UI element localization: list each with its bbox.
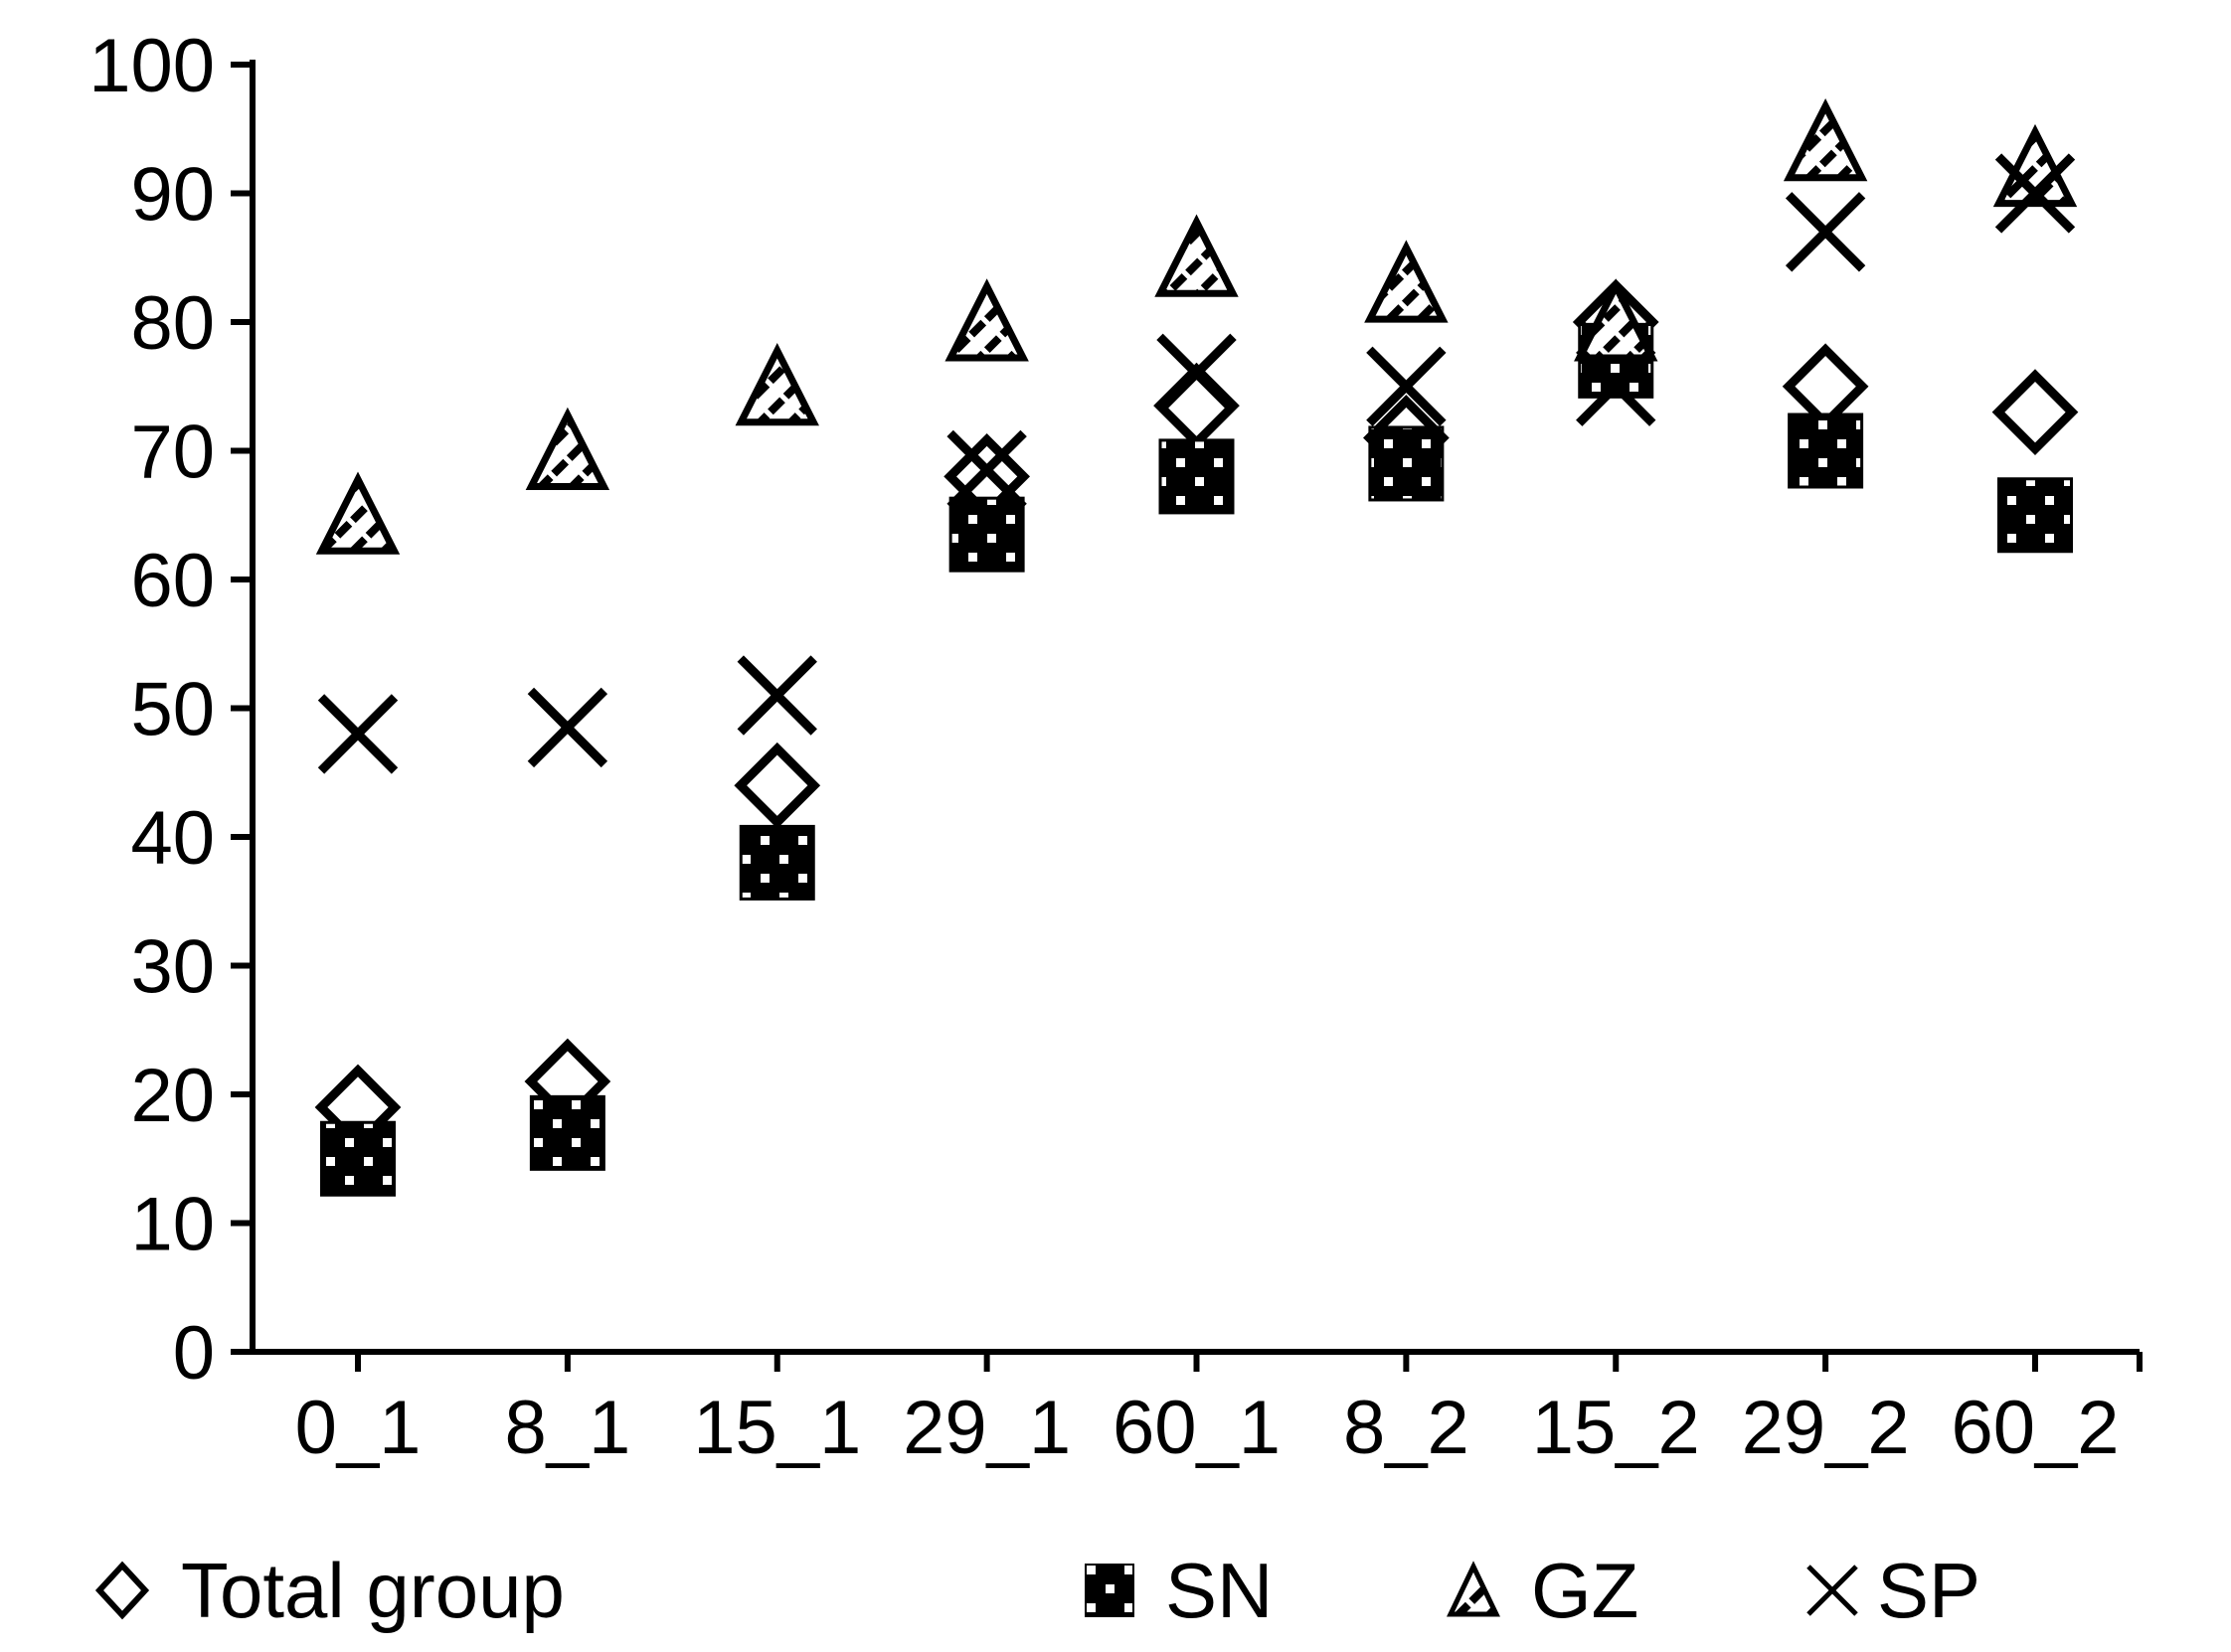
marker-gz (1364, 240, 1449, 323)
x-tick-label: 15_1 (693, 1386, 861, 1470)
legend-label-total-group: Total group (181, 1546, 565, 1634)
marker-sn (1788, 413, 1864, 489)
marker-sp (737, 655, 817, 736)
marker-total-group (1782, 343, 1869, 430)
legend-marker-dotted-square-icon (1085, 1564, 1134, 1617)
legend-label-sp: SP (1877, 1546, 1981, 1634)
y-tick-label: 90 (130, 153, 215, 238)
x-tick-label: 15_2 (1532, 1386, 1700, 1470)
y-tick-label: 80 (130, 281, 215, 366)
marker-sn (948, 496, 1025, 573)
legend-marker-hatched-triangle-icon (1447, 1561, 1500, 1617)
marker-sn (1997, 477, 2073, 554)
marker-sn (739, 824, 815, 901)
marker-sn (529, 1094, 605, 1171)
marker-gz (1783, 97, 1868, 182)
marker-total-group (1153, 362, 1240, 449)
legend-marker-diamond-icon (94, 1561, 150, 1620)
y-tick-label: 60 (130, 539, 215, 623)
legend-item-gz: GZ (1444, 1541, 1638, 1640)
marker-sp (1785, 192, 1866, 272)
marker-total-group (734, 742, 821, 829)
x-tick-label: 8_1 (504, 1386, 630, 1470)
y-tick-label: 20 (130, 1054, 215, 1138)
legend-item-sn: SN (1082, 1541, 1273, 1640)
marker-sp (946, 429, 1027, 511)
legend-label-sn: SN (1165, 1546, 1274, 1634)
marker-sp (317, 694, 399, 774)
marker-gz (735, 343, 819, 426)
x-tick-label: 29_1 (903, 1386, 1071, 1470)
y-tick-label: 40 (130, 796, 215, 881)
marker-sp (1994, 153, 2076, 234)
legend-label-gz: GZ (1531, 1546, 1639, 1634)
legend-item-sp: SP (1802, 1541, 1980, 1640)
marker-gz (944, 278, 1029, 362)
y-tick-label: 70 (130, 411, 215, 495)
y-tick-label: 100 (88, 24, 215, 108)
marker-sn (320, 1120, 396, 1197)
marker-gz (1154, 214, 1239, 297)
x-tick-label: 0_1 (295, 1386, 422, 1470)
y-tick-label: 50 (130, 668, 215, 752)
marker-sp (1366, 346, 1447, 426)
marker-sn (1368, 425, 1445, 502)
legend-marker-x-icon (1806, 1565, 1858, 1616)
legend-item-total-group: Total group (91, 1541, 565, 1640)
x-tick-label: 29_2 (1742, 1386, 1910, 1470)
marker-total-group (1991, 369, 2079, 456)
x-tick-label: 60_2 (1951, 1386, 2119, 1470)
x-tick-label: 8_2 (1343, 1386, 1469, 1470)
y-tick-label: 10 (130, 1183, 215, 1267)
marker-sp (1576, 346, 1656, 426)
marker-gz (315, 471, 401, 555)
y-tick-label: 0 (173, 1311, 215, 1396)
marker-sp (1156, 333, 1237, 413)
y-tick-label: 30 (130, 925, 215, 1010)
chart-legend: Total group SN GZ SP (0, 1541, 2231, 1650)
marker-gz (1992, 123, 2078, 208)
marker-sp (527, 687, 608, 768)
marker-gz (1574, 278, 1658, 362)
marker-gz (525, 407, 610, 490)
x-tick-label: 60_1 (1113, 1386, 1281, 1470)
marker-sn (1158, 438, 1235, 515)
